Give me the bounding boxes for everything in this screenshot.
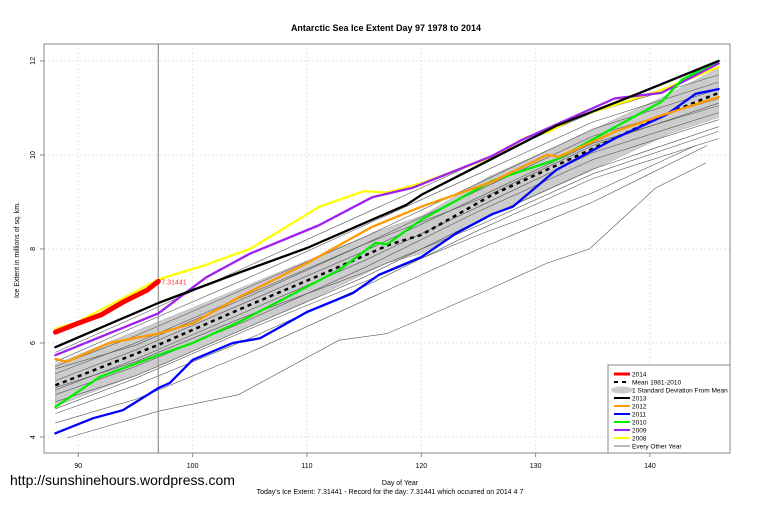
series-line-2008 [54, 65, 720, 331]
legend-label: 2011 [632, 412, 646, 419]
series-line-2013 [54, 59, 720, 349]
legend-label: Every Other Year [632, 444, 682, 451]
other-year-line [55, 102, 719, 370]
other-years-group [55, 74, 719, 439]
y-axis-label: Ice Extent in millions of sq. km. [14, 202, 21, 298]
legend-label: 2013 [632, 396, 647, 403]
x-tick-label: 100 [187, 463, 199, 470]
x-axis-label: Day of Year [382, 480, 419, 487]
series-line-2009 [54, 62, 720, 357]
other-year-line [66, 162, 707, 439]
other-year-line [55, 126, 719, 403]
x-tick-label: 130 [530, 463, 542, 470]
y-tick-label: 6 [30, 341, 37, 345]
x-tick-label: 90 [74, 463, 82, 470]
series-line-2011 [54, 87, 720, 435]
legend-label: 2012 [632, 404, 647, 411]
x-tick-label: 120 [415, 463, 427, 470]
legend-label: 2014 [632, 372, 647, 379]
y-tick-label: 4 [30, 435, 37, 439]
series-line-2012 [54, 95, 720, 363]
legend-label: 1 Standard Deviation From Mean [632, 388, 728, 395]
other-year-line [55, 145, 708, 424]
legend-label: 2010 [632, 420, 647, 427]
legend-box [607, 364, 731, 454]
other-year-line [55, 131, 719, 388]
legend-label: 2008 [632, 436, 647, 443]
legend-label: 2009 [632, 428, 647, 435]
legend-swatch-band [611, 386, 633, 394]
y-tick-label: 8 [30, 247, 37, 251]
other-year-line [55, 81, 719, 363]
y-tick-label: 12 [30, 57, 37, 65]
x-tick-label: 110 [301, 463, 312, 470]
watermark-url: http://sunshinehours.wordpress.com [10, 472, 235, 488]
ticks-group: 90 100 110 120 130 140 4 6 8 10 12 [30, 57, 656, 470]
y-tick-label: 10 [30, 151, 37, 159]
series-line-2014 [52, 278, 161, 335]
current-value-label: 7.31441 [161, 279, 186, 286]
subtitle: Today's Ice Extent: 7.31441 - Record for… [257, 489, 524, 496]
other-year-line [55, 119, 719, 395]
legend-label: Mean 1981-2010 [632, 380, 682, 387]
other-year-line [55, 88, 719, 367]
series-group: 7.31441 [52, 44, 720, 453]
x-tick-label: 140 [644, 463, 656, 470]
other-year-line [55, 145, 696, 410]
chart-title: Antarctic Sea Ice Extent Day 97 1978 to … [291, 23, 481, 33]
mean-line [54, 91, 720, 387]
other-year-line [55, 112, 719, 391]
series-line-2010 [54, 59, 720, 409]
